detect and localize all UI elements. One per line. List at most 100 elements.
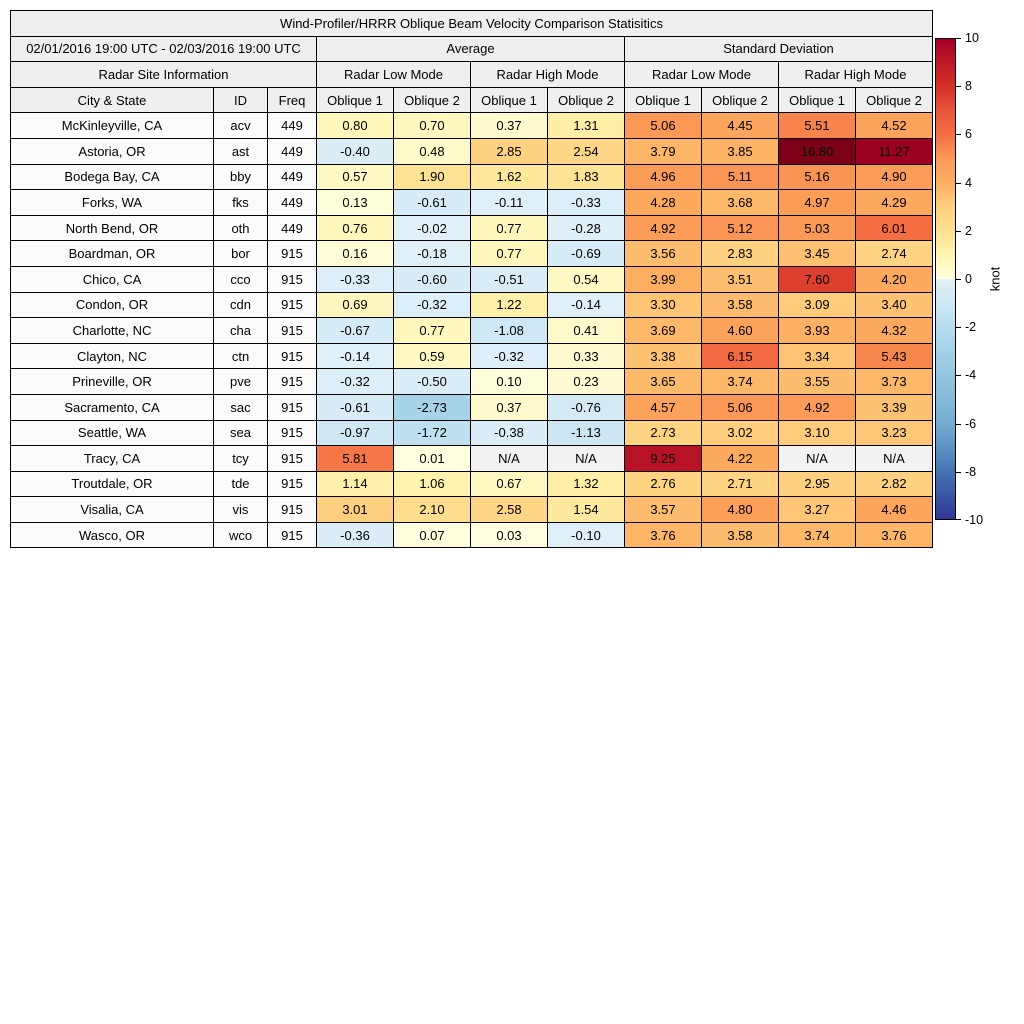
value-cell: 0.57	[316, 163, 394, 191]
city-cell: Prineville, OR	[10, 368, 214, 395]
value-cell: 3.76	[624, 521, 702, 549]
colorbar-tick-mark	[956, 471, 961, 473]
value-cell: 3.65	[624, 368, 702, 395]
value-cell: -0.50	[393, 368, 471, 395]
colorbar-tick-mark	[956, 423, 961, 425]
average-group-header: Average	[316, 35, 625, 63]
value-cell: 3.34	[778, 342, 856, 370]
value-cell: 2.82	[855, 470, 933, 498]
value-cell: 0.16	[316, 240, 394, 267]
id-cell: cco	[213, 265, 268, 293]
table-row: Visalia, CA vis 915 3.01 2.10 2.58 1.54 3.57 4.8…	[10, 496, 933, 523]
value-cell: 1.54	[547, 496, 625, 523]
value-cell: 2.71	[701, 470, 779, 498]
value-cell: 0.03	[470, 521, 548, 549]
stddev-group-header: Standard Deviation	[624, 35, 933, 63]
value-cell: 2.85	[470, 137, 548, 165]
table-row: Troutdale, OR tde 915 1.14 1.06 0.67 1.32 2.76 2…	[10, 470, 933, 498]
table-row: Boardman, OR bor 915 0.16 -0.18 0.77 -0.69 3.56…	[10, 240, 933, 267]
value-cell: 0.10	[470, 368, 548, 395]
value-cell: -0.14	[316, 342, 394, 370]
value-cell: 4.32	[855, 317, 933, 344]
value-cell: 3.55	[778, 368, 856, 395]
value-cell: 3.69	[624, 317, 702, 344]
value-cell: -0.60	[393, 265, 471, 293]
value-cell: 0.80	[316, 112, 394, 139]
value-cell: 6.15	[701, 342, 779, 370]
colorbar-tick-label: -2	[965, 320, 977, 335]
freq-cell: 915	[267, 291, 317, 319]
colorbar-tick-label: -4	[965, 368, 977, 383]
value-cell: 4.97	[778, 189, 856, 216]
table-row: Sacramento, CA sac 915 -0.61 -2.73 0.37 -0.76 4…	[10, 393, 933, 421]
city-cell: Seattle, WA	[10, 419, 214, 447]
value-cell: -0.61	[316, 393, 394, 421]
id-cell: ctn	[213, 342, 268, 370]
id-cell: tde	[213, 470, 268, 498]
oblique2-header: Oblique 2	[547, 86, 625, 114]
freq-cell: 449	[267, 163, 317, 191]
value-cell: -0.33	[547, 189, 625, 216]
table-row: Prineville, OR pve 915 -0.32 -0.50 0.10 0.23 3.…	[10, 368, 933, 395]
city-cell: Visalia, CA	[10, 496, 214, 523]
colorbar-tick-mark	[956, 519, 961, 520]
value-cell: -0.32	[470, 342, 548, 370]
id-cell: acv	[213, 112, 268, 139]
colorbar-gradient	[935, 38, 956, 520]
value-cell: 11.27	[855, 137, 933, 165]
oblique1-header: Oblique 1	[470, 86, 548, 114]
value-cell: 3.51	[701, 265, 779, 293]
value-cell: 1.83	[547, 163, 625, 191]
value-cell: 1.31	[547, 112, 625, 139]
id-cell: ast	[213, 137, 268, 165]
value-cell: 0.01	[393, 445, 471, 472]
value-cell: 5.06	[701, 393, 779, 421]
value-cell: 4.20	[855, 265, 933, 293]
city-cell: Clayton, NC	[10, 342, 214, 370]
value-cell: 3.58	[701, 291, 779, 319]
value-cell: 0.77	[393, 317, 471, 344]
value-cell: 4.29	[855, 189, 933, 216]
freq-cell: 915	[267, 496, 317, 523]
freq-header: Freq	[267, 86, 317, 114]
id-header: ID	[213, 86, 268, 114]
value-cell: 0.69	[316, 291, 394, 319]
value-cell: 2.76	[624, 470, 702, 498]
value-cell: -0.61	[393, 189, 471, 216]
colorbar-tick-mark	[956, 38, 961, 39]
value-cell: 2.74	[855, 240, 933, 267]
value-cell: -0.32	[393, 291, 471, 319]
value-cell: 0.13	[316, 189, 394, 216]
value-cell: 5.11	[701, 163, 779, 191]
city-cell: Condon, OR	[10, 291, 214, 319]
city-cell: McKinleyville, CA	[10, 112, 214, 139]
value-cell: 1.90	[393, 163, 471, 191]
freq-cell: 915	[267, 470, 317, 498]
title-row: Wind-Profiler/HRRR Oblique Beam Velocity…	[10, 10, 933, 37]
colorbar-tick-mark	[956, 86, 961, 88]
value-cell: 4.92	[624, 214, 702, 242]
value-cell: 3.40	[855, 291, 933, 319]
value-cell: 5.51	[778, 112, 856, 139]
value-cell: -0.76	[547, 393, 625, 421]
value-cell: 4.90	[855, 163, 933, 191]
freq-cell: 915	[267, 521, 317, 549]
value-cell: 2.95	[778, 470, 856, 498]
value-cell: 6.01	[855, 214, 933, 242]
value-cell: -1.13	[547, 419, 625, 447]
value-cell: 3.01	[316, 496, 394, 523]
value-cell: 0.70	[393, 112, 471, 139]
value-cell: 1.06	[393, 470, 471, 498]
value-cell: 4.80	[701, 496, 779, 523]
freq-cell: 915	[267, 445, 317, 472]
value-cell: 1.14	[316, 470, 394, 498]
value-cell: -0.67	[316, 317, 394, 344]
colorbar: 10 8 6 4 2 0 -2 -4 -6 -8 -10 knot	[935, 31, 1024, 527]
value-cell: 1.62	[470, 163, 548, 191]
colorbar-ticks: 10 8 6 4 2 0 -2 -4 -6 -8 -10	[956, 31, 1016, 527]
colorbar-unit-label: knot	[987, 266, 1003, 292]
table-body: McKinleyville, CA acv 449 0.80 0.70 0.37 1.31 5…	[10, 112, 933, 549]
table-row: McKinleyville, CA acv 449 0.80 0.70 0.37 1.31 5…	[10, 112, 933, 139]
value-cell: 3.58	[701, 521, 779, 549]
